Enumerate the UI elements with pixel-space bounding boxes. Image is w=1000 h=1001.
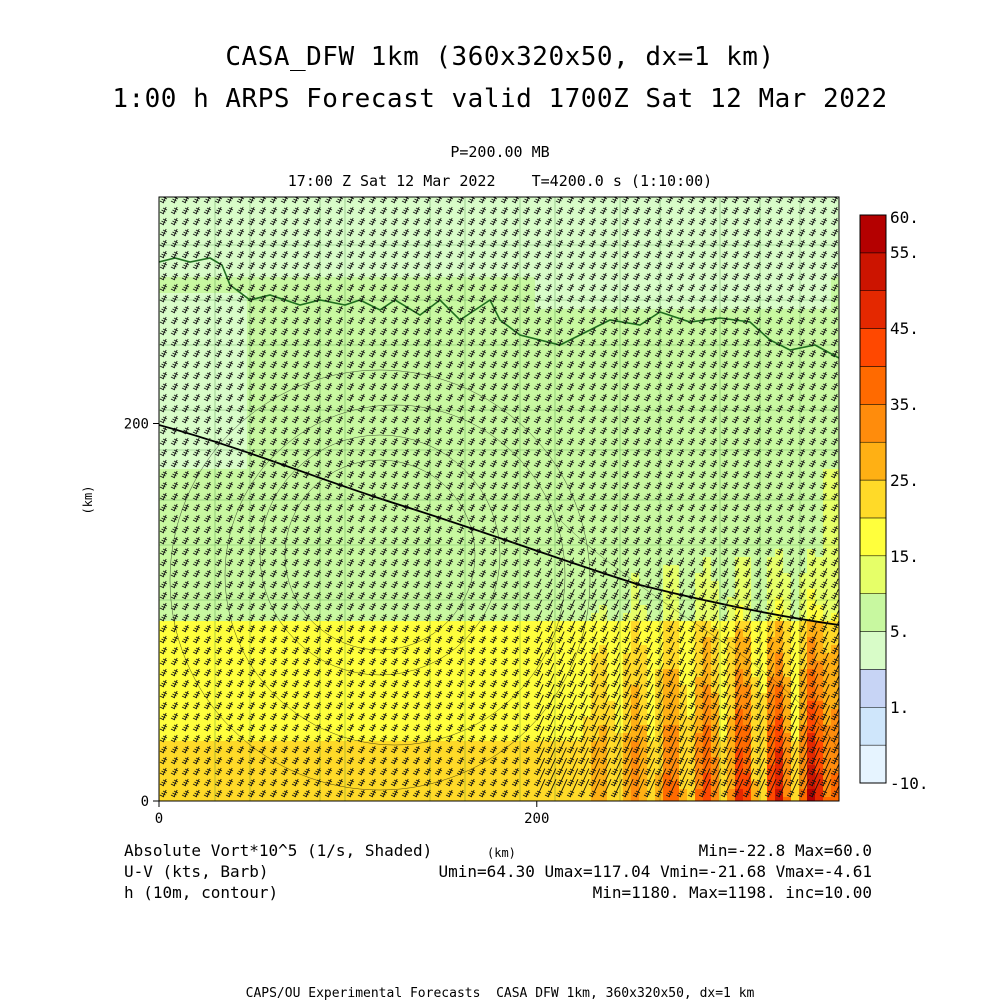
colorbar-swatch bbox=[860, 253, 886, 291]
x-axis-unit: (km) bbox=[487, 846, 516, 860]
colorbar-swatch bbox=[860, 556, 886, 594]
colorbar-label: 35. bbox=[890, 395, 919, 414]
colorbar-swatch bbox=[860, 442, 886, 480]
x-tick-label: 200 bbox=[524, 811, 549, 827]
colorbar: 60. 55. 45. 35. 25. 15. 5. 1. -10. bbox=[860, 208, 929, 793]
legend-vorticity: Absolute Vort*10^5 (1/s, Shaded) bbox=[124, 841, 432, 860]
stats-vorticity: Min=-22.8 Max=60.0 bbox=[699, 841, 872, 860]
legend-height: h (10m, contour) bbox=[124, 883, 278, 902]
colorbar-swatch bbox=[860, 518, 886, 556]
colorbar-label: 1. bbox=[890, 698, 909, 717]
colorbar-swatch bbox=[860, 632, 886, 670]
colorbar-swatch bbox=[860, 215, 886, 253]
colorbar-swatch bbox=[860, 594, 886, 632]
colorbar-swatch bbox=[860, 745, 886, 783]
colorbar-swatch bbox=[860, 707, 886, 745]
credit-line: CAPS/OU Experimental Forecasts CASA DFW … bbox=[0, 986, 1000, 1001]
y-axis-label: (km) bbox=[81, 486, 95, 515]
colorbar-label: 55. bbox=[890, 243, 919, 262]
colorbar-label: 60. bbox=[890, 208, 919, 227]
y-tick-label: 200 bbox=[124, 417, 149, 433]
stats-wind: Umin=64.30 Umax=117.04 Vmin=-21.68 Vmax=… bbox=[439, 862, 872, 881]
colorbar-swatch bbox=[860, 404, 886, 442]
colorbar-swatch bbox=[860, 480, 886, 518]
colorbar-label: -10. bbox=[890, 774, 929, 793]
colorbar-label: 15. bbox=[890, 547, 919, 566]
colorbar-swatch bbox=[860, 291, 886, 329]
vorticity-shading bbox=[159, 197, 839, 805]
colorbar-label: 25. bbox=[890, 471, 919, 490]
colorbar-swatch bbox=[860, 669, 886, 707]
stats-height: Min=1180. Max=1198. inc=10.00 bbox=[593, 883, 872, 902]
colorbar-label: 45. bbox=[890, 319, 919, 338]
colorbar-swatch bbox=[860, 329, 886, 367]
legend-wind: U-V (kts, Barb) bbox=[124, 862, 269, 881]
x-tick-label: 0 bbox=[155, 811, 163, 827]
colorbar-label: 5. bbox=[890, 622, 909, 641]
colorbar-swatch bbox=[860, 366, 886, 404]
y-tick-label: 0 bbox=[141, 794, 149, 810]
